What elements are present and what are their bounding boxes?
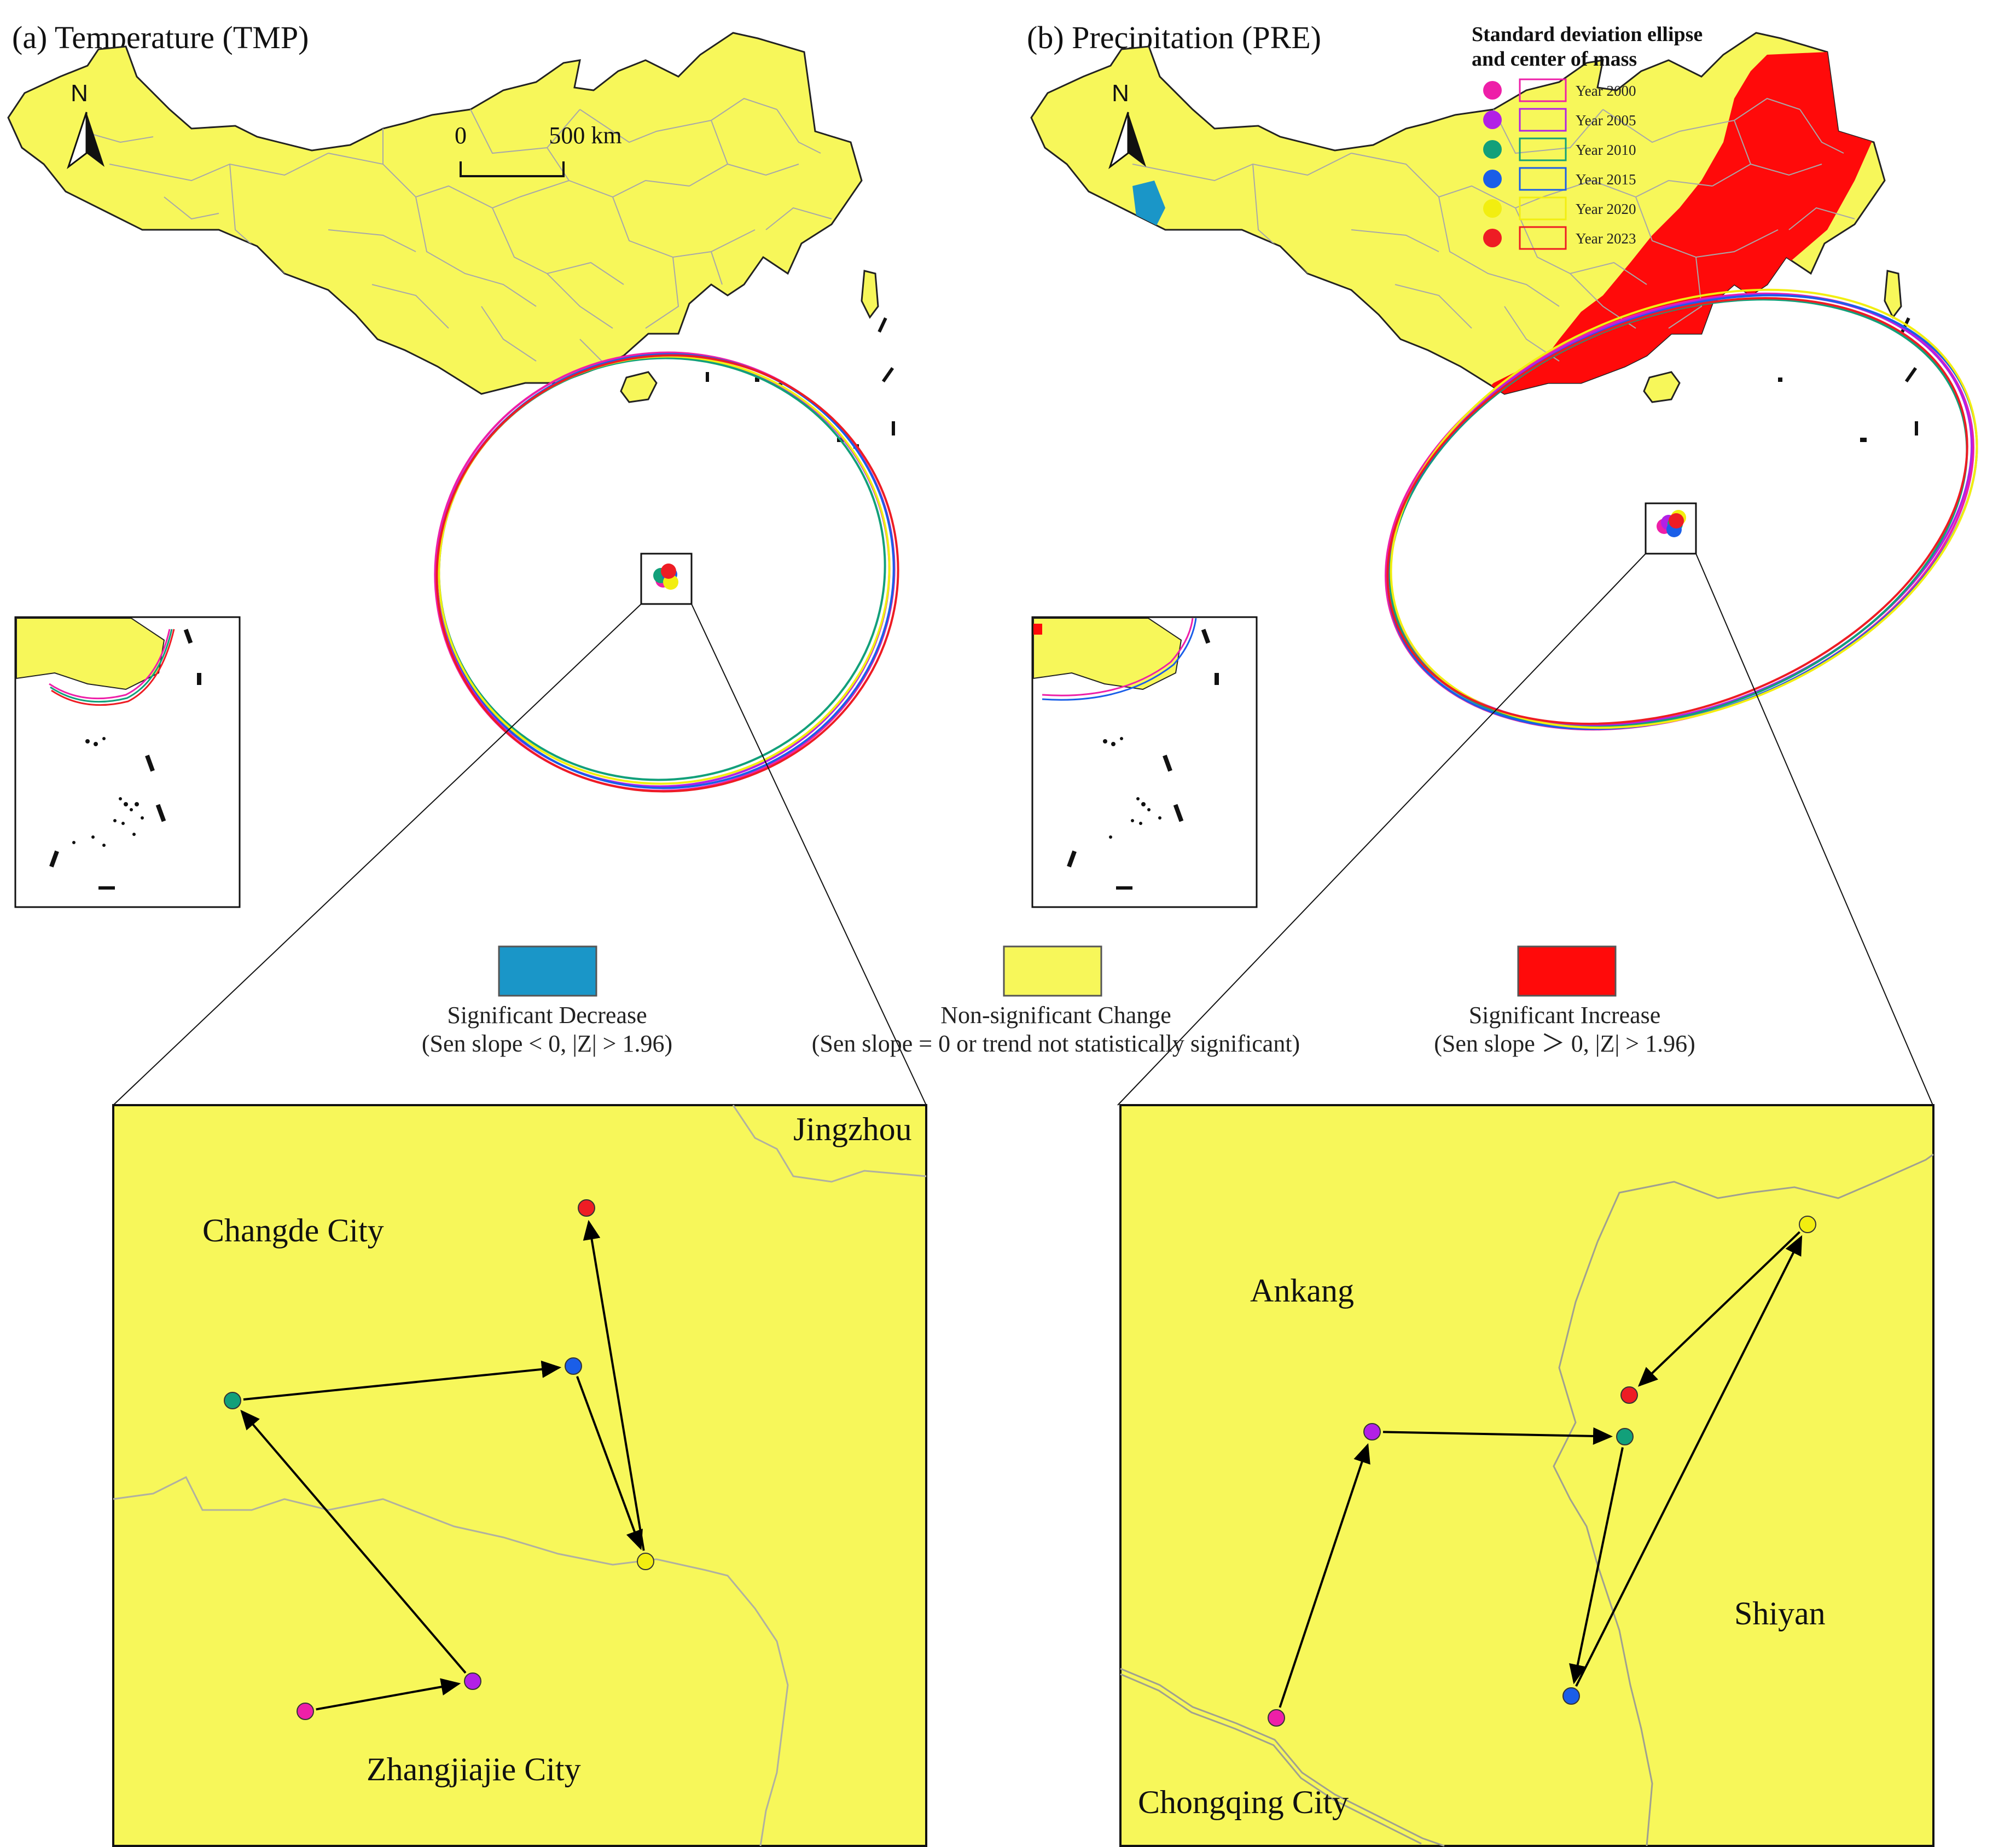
zoom-panel-b bbox=[1119, 1104, 1934, 1847]
panel-b-title: (b) Precipitation (PRE) bbox=[1027, 20, 1321, 55]
center-of-mass-point bbox=[637, 1553, 654, 1570]
legend-center-dot bbox=[1483, 170, 1502, 188]
center-of-mass-point bbox=[464, 1672, 481, 1690]
center-of-mass-point bbox=[565, 1357, 582, 1375]
center-shift-arrow bbox=[1382, 1427, 1613, 1445]
legend-ellipse-swatch bbox=[1519, 137, 1567, 161]
center-shift-arrow bbox=[583, 1219, 645, 1551]
zoom-leader-lines-b bbox=[1117, 553, 1933, 1106]
legend-center-dot bbox=[1483, 229, 1502, 247]
legend-swatch-nonsignificant bbox=[1003, 945, 1102, 997]
center-shift-arrow bbox=[576, 1376, 643, 1550]
ellipse-legend: Standard deviation ellipse and center of… bbox=[1472, 23, 1703, 250]
panel-a-temperature-map: (a) Temperature (TMP) bbox=[7, 20, 927, 1106]
china-map-b bbox=[1030, 32, 1918, 442]
trend-legend bbox=[498, 945, 1617, 997]
panel-b-precipitation-map: (b) Precipitation (PRE) bbox=[1027, 20, 1978, 1106]
legend-year-label: Year 2005 bbox=[1576, 112, 1636, 129]
center-of-mass-point bbox=[578, 1199, 595, 1217]
legend-year-label: Year 2000 bbox=[1576, 83, 1636, 99]
legend-center-dot bbox=[1483, 111, 1502, 129]
legend-ellipse-swatch bbox=[1519, 78, 1567, 102]
center-cluster-b bbox=[1645, 502, 1697, 555]
south-china-sea-inset-b bbox=[1031, 616, 1258, 908]
ellipse-legend-heading-1: Standard deviation ellipse bbox=[1472, 23, 1703, 46]
center-shift-arrow bbox=[316, 1678, 461, 1711]
center-shift-arrow bbox=[1569, 1447, 1624, 1685]
center-of-mass-point bbox=[224, 1392, 241, 1409]
legend-center-dot bbox=[1483, 81, 1502, 100]
significant-increase-regions bbox=[1472, 52, 1876, 394]
std-ellipses-b bbox=[1385, 288, 1978, 731]
legend-year-label: Year 2020 bbox=[1576, 201, 1636, 217]
province-boundaries-b bbox=[1132, 97, 1855, 362]
center-of-mass-point bbox=[1363, 1423, 1381, 1441]
coastal-islands-a bbox=[706, 317, 895, 449]
center-of-mass-point bbox=[297, 1703, 314, 1720]
center-of-mass-point bbox=[1799, 1216, 1816, 1233]
legend-year-label: Year 2015 bbox=[1576, 171, 1636, 188]
zoom-leader-lines-a bbox=[113, 603, 927, 1106]
scale-bar: 0 500 km bbox=[455, 122, 622, 177]
ellipse-legend-entry: Year 2015 bbox=[1483, 167, 1636, 191]
svg-text:500 km: 500 km bbox=[549, 122, 621, 149]
south-china-sea-inset-a bbox=[14, 616, 241, 908]
coastal-islands-b bbox=[1778, 317, 1918, 442]
north-arrow-a: N bbox=[67, 80, 104, 170]
zoom-panel-a bbox=[112, 1104, 927, 1847]
legend-ellipse-swatch bbox=[1519, 196, 1567, 220]
center-of-mass-point bbox=[1562, 1687, 1580, 1705]
legend-ellipse-swatch bbox=[1519, 167, 1567, 191]
ellipse-legend-entry: Year 2005 bbox=[1483, 108, 1636, 132]
center-shift-arrow bbox=[1637, 1231, 1800, 1387]
center-of-mass-point bbox=[1620, 1386, 1638, 1404]
north-arrow-b: N bbox=[1108, 80, 1146, 170]
legend-center-dot bbox=[1483, 199, 1502, 218]
center-shift-arrow bbox=[1575, 1235, 1803, 1687]
ellipse-legend-entry: Year 2000 bbox=[1483, 78, 1636, 102]
center-shift-arrow bbox=[1279, 1443, 1370, 1708]
legend-swatch-decrease bbox=[498, 945, 597, 997]
center-shift-arrow bbox=[240, 1409, 467, 1674]
center-shift-arrow bbox=[243, 1360, 562, 1401]
ellipse-legend-entry: Year 2010 bbox=[1483, 137, 1636, 161]
center-of-mass-point bbox=[1616, 1428, 1634, 1445]
legend-center-dot bbox=[1483, 140, 1502, 159]
ellipse-legend-entry: Year 2020 bbox=[1483, 196, 1636, 220]
svg-text:N: N bbox=[71, 80, 88, 107]
panel-a-title: (a) Temperature (TMP) bbox=[12, 20, 309, 55]
legend-year-label: Year 2010 bbox=[1576, 142, 1636, 158]
china-map-a bbox=[7, 32, 895, 449]
ellipse-legend-heading-2: and center of mass bbox=[1472, 48, 1637, 71]
ellipse-legend-entry: Year 2023 bbox=[1483, 226, 1636, 250]
legend-swatch-increase bbox=[1517, 945, 1617, 997]
center-cluster-a bbox=[640, 553, 693, 605]
svg-text:0: 0 bbox=[455, 122, 467, 149]
center-of-mass-point bbox=[1268, 1709, 1285, 1727]
legend-year-label: Year 2023 bbox=[1576, 230, 1636, 247]
legend-ellipse-swatch bbox=[1519, 108, 1567, 132]
std-ellipses-a bbox=[434, 351, 899, 793]
svg-text:N: N bbox=[1112, 80, 1129, 107]
legend-ellipse-swatch bbox=[1519, 226, 1567, 250]
